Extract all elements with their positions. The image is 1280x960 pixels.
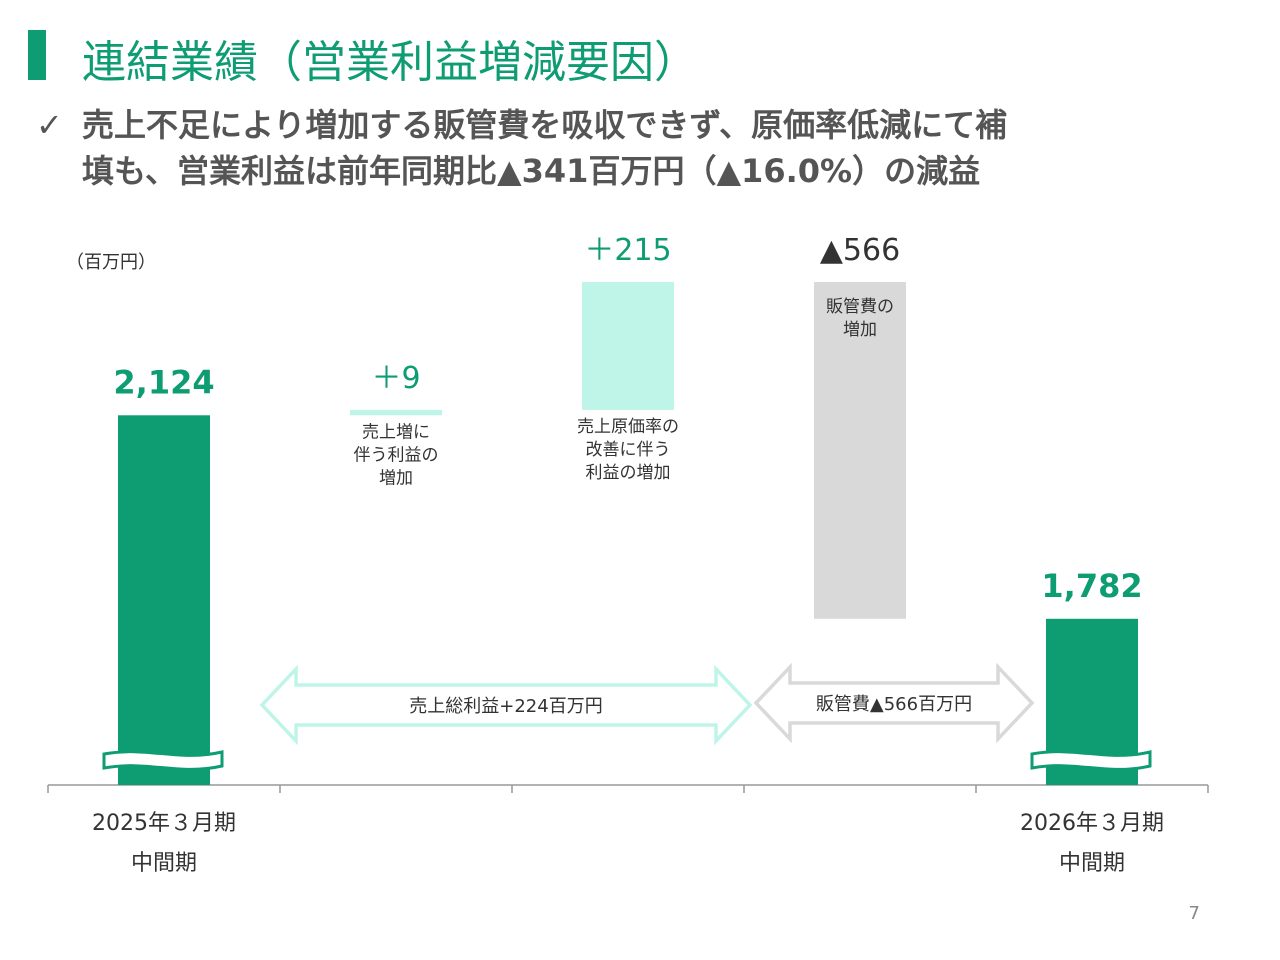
bar-value-label: ＋215 xyxy=(584,233,671,268)
axis-break-mark xyxy=(102,750,224,771)
bar-description: 利益の増加 xyxy=(586,463,671,483)
bar-description: 売上増に xyxy=(362,422,430,442)
bracket-sga xyxy=(753,662,1035,744)
title-accent-bar xyxy=(28,30,46,80)
bar-description: 販管費の xyxy=(826,297,894,317)
headline-line-2: 填も、営業利益は前年同期比▲341百万円（▲16.0%）の減益 xyxy=(82,152,981,190)
bar-description: 増加 xyxy=(843,320,877,340)
bracket-gross-profit xyxy=(259,664,753,746)
bar-description: 増加 xyxy=(379,468,413,488)
check-icon: ✓ xyxy=(36,106,63,144)
bar-description: 改善に伴う xyxy=(586,440,671,460)
axis-break-mark xyxy=(1030,750,1152,771)
bar-step-2 xyxy=(350,409,442,416)
bar-description: 伴う利益の xyxy=(354,445,439,465)
bar-value-label: 1,782 xyxy=(1041,567,1142,605)
x-axis-category-label: 2026年３月期 xyxy=(1020,811,1164,836)
bar-step-4 xyxy=(814,282,906,619)
x-axis-category-label: 中間期 xyxy=(1059,851,1125,876)
bar-value-label: ＋9 xyxy=(371,361,420,396)
page-number: 7 xyxy=(1188,903,1200,924)
slide-title: 連結業績（営業利益増減要因） xyxy=(82,37,698,88)
bar-value-label: ▲566 xyxy=(820,233,900,268)
bracket-gross-profit-label: 売上総利益+224百万円 xyxy=(409,696,602,717)
x-axis-category-label: 中間期 xyxy=(131,851,197,876)
bar-step-1 xyxy=(118,415,210,785)
headline-line-1: 売上不足により増加する販管費を吸収できず、原価率低減にて補 xyxy=(82,106,1008,144)
bracket-sga-label: 販管費▲566百万円 xyxy=(816,694,972,715)
bar-step-3 xyxy=(582,282,674,410)
bar-value-label: 2,124 xyxy=(113,363,214,401)
waterfall-chart: （百万円）2,1242025年３月期中間期＋9売上増に伴う利益の増加＋215売上… xyxy=(47,233,1209,876)
unit-label: （百万円） xyxy=(66,252,156,273)
headline: 売上不足により増加する販管費を吸収できず、原価率低減にて補 填も、営業利益は前年… xyxy=(82,102,1242,194)
bar-description: 売上原価率の xyxy=(577,417,679,437)
x-axis-category-label: 2025年３月期 xyxy=(92,811,236,836)
